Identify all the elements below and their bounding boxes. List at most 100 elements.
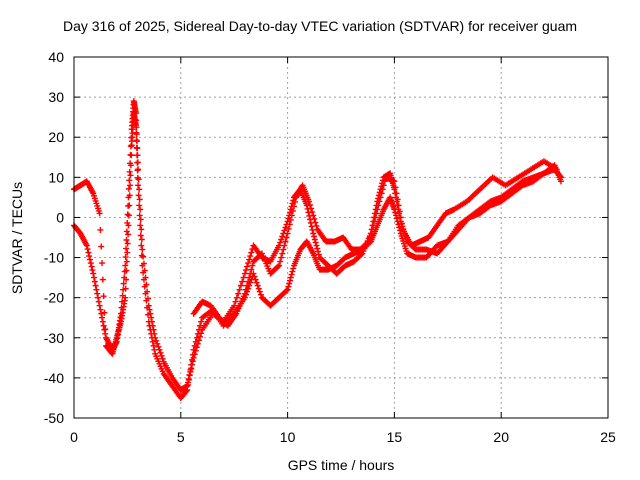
data-point: [307, 201, 314, 208]
data-point: [86, 253, 93, 260]
data-point: [147, 326, 154, 333]
data-point: [240, 274, 247, 281]
data-point: [281, 227, 288, 234]
x-tick-label: 10: [280, 429, 296, 445]
data-point: [286, 280, 293, 287]
y-tick-label: -50: [44, 410, 64, 426]
data-point: [241, 290, 248, 297]
data-point: [83, 242, 90, 249]
data-point: [244, 263, 251, 270]
data-point: [279, 233, 286, 240]
y-tick-label: 0: [56, 209, 64, 225]
y-tick-label: -40: [44, 370, 64, 386]
data-point: [138, 236, 145, 243]
x-axis-label: GPS time / hours: [287, 457, 395, 473]
data-point: [154, 340, 161, 347]
data-point: [248, 266, 255, 273]
y-tick-label: 40: [48, 49, 64, 65]
data-point: [156, 346, 163, 353]
data-point: [289, 268, 296, 275]
data-point: [134, 159, 141, 166]
x-tick-label: 15: [387, 429, 403, 445]
data-point: [371, 218, 378, 225]
data-point: [145, 318, 152, 325]
data-point: [128, 152, 135, 159]
data-point: [393, 215, 400, 222]
data-point: [123, 267, 130, 274]
data-point: [157, 349, 164, 356]
data-point: [122, 254, 129, 261]
data-point: [287, 216, 294, 223]
data-point: [309, 208, 316, 215]
data-point: [188, 361, 195, 368]
data-point: [308, 205, 315, 212]
data-point: [189, 356, 196, 363]
data-point: [122, 294, 129, 301]
data-point: [123, 237, 130, 244]
data-point: [278, 236, 285, 243]
data-point: [91, 274, 98, 281]
data-point: [380, 182, 387, 189]
data-point: [310, 230, 317, 237]
data-point: [99, 318, 106, 325]
y-tick-label: -10: [44, 250, 64, 266]
data-point: [375, 202, 382, 209]
data-point: [133, 137, 140, 144]
data-point: [96, 210, 103, 217]
data-point: [89, 267, 96, 274]
plot-frame: [73, 56, 609, 419]
data-point: [140, 269, 147, 276]
data-point: [311, 215, 318, 222]
data-point: [257, 291, 264, 298]
data-point: [193, 334, 200, 341]
data-point: [231, 302, 238, 309]
data-point: [92, 282, 99, 289]
data-point: [197, 322, 204, 329]
data-point: [185, 381, 192, 388]
data-point: [124, 211, 131, 218]
data-point: [365, 238, 372, 245]
x-tick-label: 25: [600, 429, 616, 445]
data-point: [134, 174, 141, 181]
data-point: [553, 166, 560, 173]
data-point: [136, 202, 143, 209]
data-point: [287, 277, 294, 284]
data-point: [150, 342, 157, 349]
data-point: [99, 276, 106, 283]
data-point: [98, 310, 105, 317]
data-point: [370, 222, 377, 229]
data-point: [311, 236, 318, 243]
series-track-a: [71, 98, 565, 393]
data-point: [245, 260, 252, 267]
data-point: [287, 274, 294, 281]
data-point: [233, 294, 240, 301]
data-point: [124, 249, 131, 256]
data-point: [126, 202, 133, 209]
data-point: [376, 198, 383, 205]
data-point: [235, 290, 242, 297]
data-point: [248, 249, 255, 256]
data-point: [155, 343, 162, 350]
data-point: [158, 352, 165, 359]
data-point: [192, 338, 199, 345]
data-point: [88, 263, 95, 270]
data-point: [123, 276, 130, 283]
data-point: [379, 186, 386, 193]
data-point: [276, 262, 283, 269]
x-tick-label: 5: [177, 429, 185, 445]
data-point: [139, 262, 146, 269]
data-point: [126, 192, 133, 199]
data-point: [249, 262, 256, 269]
data-point: [232, 298, 239, 305]
data-point: [125, 231, 132, 238]
data-point: [281, 242, 288, 249]
data-point: [282, 224, 289, 231]
data-point: [236, 286, 243, 293]
chart-title: Day 316 of 2025, Sidereal Day-to-day VTE…: [62, 18, 578, 34]
data-point: [102, 326, 109, 333]
data-point: [242, 267, 249, 274]
data-point: [254, 282, 261, 289]
data-point: [132, 122, 139, 129]
data-point: [198, 318, 205, 325]
data-point: [84, 246, 91, 253]
